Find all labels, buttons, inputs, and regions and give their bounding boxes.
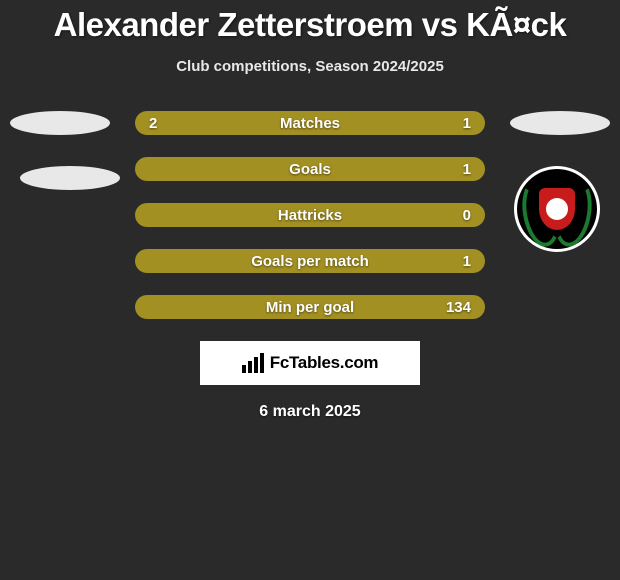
- stat-value-right: 1: [449, 161, 471, 178]
- brand-badge: FcTables.com: [200, 341, 420, 385]
- stat-row-goals: Goals 1: [135, 157, 485, 181]
- stat-row-goals-per-match: Goals per match 1: [135, 249, 485, 273]
- stat-value-left: 2: [149, 115, 171, 132]
- snapshot-date: 6 march 2025: [0, 403, 620, 421]
- brand-text: FcTables.com: [270, 353, 379, 373]
- stat-row-hattricks: Hattricks 0: [135, 203, 485, 227]
- player-left-placeholder-1: [10, 111, 110, 135]
- stat-label: Matches: [280, 115, 340, 132]
- stat-value-right: 0: [449, 207, 471, 224]
- stat-label: Goals per match: [251, 253, 369, 270]
- stat-row-matches: 2 Matches 1: [135, 111, 485, 135]
- stat-label: Hattricks: [278, 207, 342, 224]
- stat-label: Goals: [289, 161, 331, 178]
- club-logo: [514, 166, 600, 252]
- stats-bars: 2 Matches 1 Goals 1 Hattricks 0 Goals pe…: [135, 111, 485, 319]
- page-subtitle: Club competitions, Season 2024/2025: [0, 58, 620, 75]
- bar-chart-icon: [242, 353, 264, 373]
- stat-value-right: 1: [449, 253, 471, 270]
- stat-value-right: 1: [449, 115, 471, 132]
- page-title: Alexander Zetterstroem vs KÃ¤ck: [0, 0, 620, 44]
- player-left-placeholder-2: [20, 166, 120, 190]
- stat-label: Min per goal: [266, 299, 354, 316]
- comparison-panel: 2 Matches 1 Goals 1 Hattricks 0 Goals pe…: [0, 111, 620, 421]
- stat-value-right: 134: [446, 299, 471, 316]
- stat-row-min-per-goal: Min per goal 134: [135, 295, 485, 319]
- player-right-placeholder: [510, 111, 610, 135]
